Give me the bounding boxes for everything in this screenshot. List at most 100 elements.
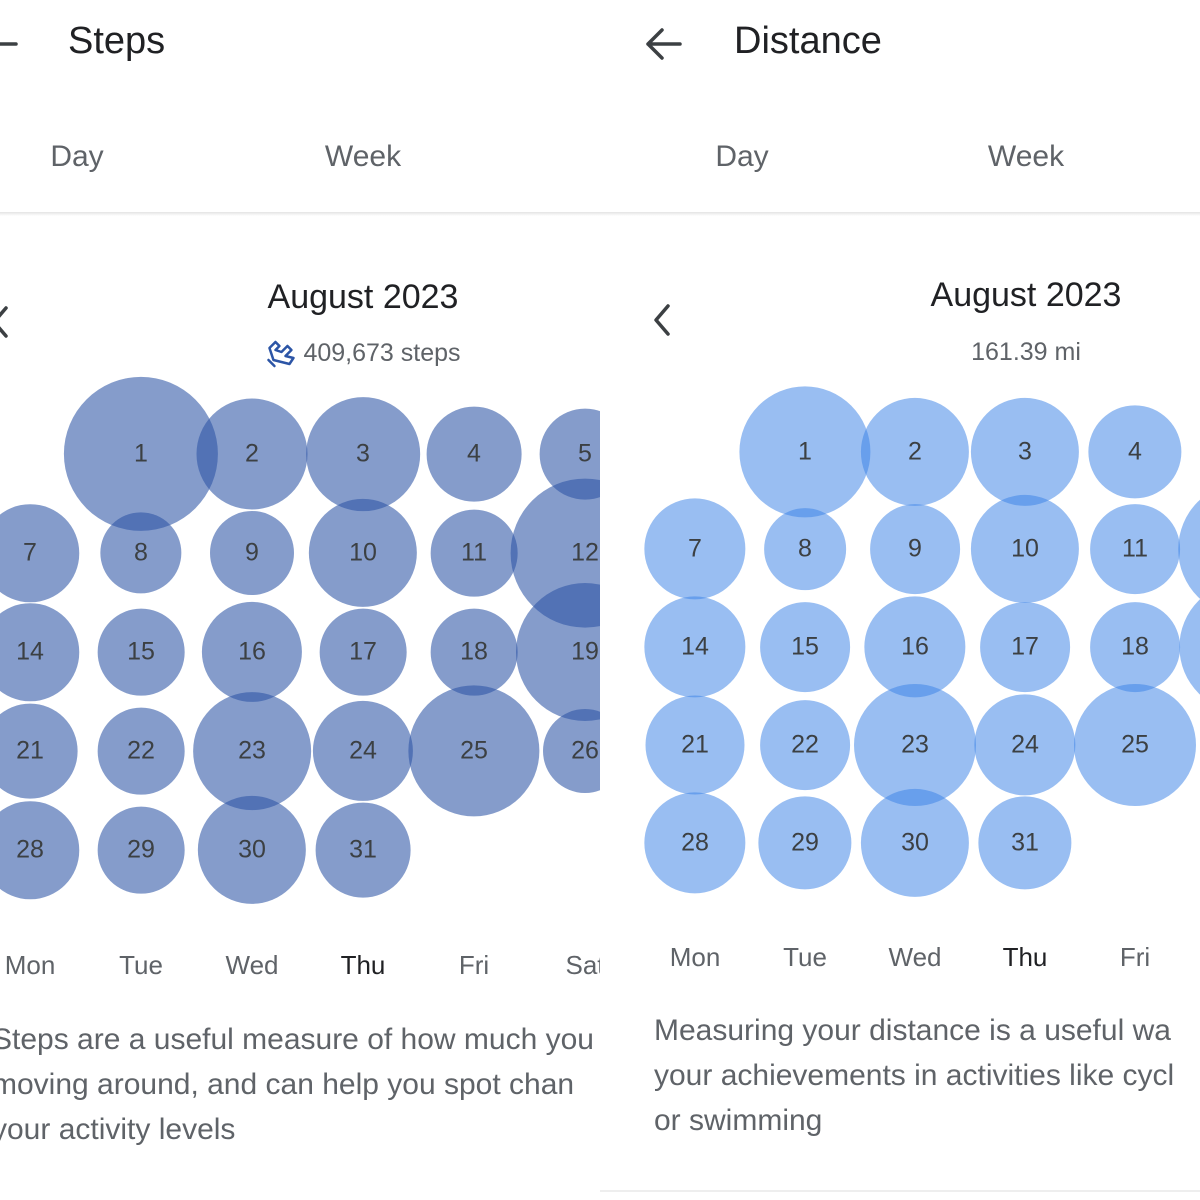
day-bubble[interactable] bbox=[1090, 602, 1180, 692]
day-bubble[interactable] bbox=[644, 498, 746, 600]
day-number: 16 bbox=[901, 632, 929, 661]
tab-bar-divider bbox=[600, 212, 1200, 216]
day-bubble[interactable] bbox=[312, 700, 414, 802]
day-number: 8 bbox=[798, 534, 812, 563]
day-number: 31 bbox=[1011, 828, 1039, 857]
day-number: 22 bbox=[127, 736, 155, 765]
day-number: 23 bbox=[238, 736, 266, 765]
day-number: 4 bbox=[1128, 437, 1142, 466]
day-bubble[interactable] bbox=[196, 398, 308, 510]
day-bubble[interactable] bbox=[760, 700, 850, 790]
day-bubble[interactable] bbox=[644, 792, 746, 894]
day-bubble[interactable] bbox=[97, 707, 185, 795]
day-number: 22 bbox=[791, 730, 819, 759]
tab-week[interactable]: Week bbox=[324, 140, 402, 173]
weekday-tue: Tue bbox=[119, 950, 163, 980]
day-bubble[interactable] bbox=[978, 796, 1072, 890]
weekday-sat: Sat bbox=[565, 950, 600, 980]
day-bubble[interactable] bbox=[760, 602, 850, 692]
day-number: 1 bbox=[798, 437, 812, 466]
day-bubble[interactable] bbox=[970, 397, 1080, 507]
day-bubble[interactable] bbox=[644, 596, 746, 698]
day-number: 7 bbox=[688, 534, 702, 563]
day-number: 3 bbox=[356, 439, 370, 468]
day-bubble[interactable] bbox=[315, 802, 411, 898]
day-number: 11 bbox=[461, 538, 487, 567]
tab-day[interactable]: Day bbox=[715, 140, 769, 173]
day-number: 18 bbox=[1121, 632, 1149, 661]
day-bubble[interactable] bbox=[319, 608, 407, 696]
month-title: August 2023 bbox=[267, 278, 459, 316]
summary-text: 161.39 mi bbox=[971, 338, 1081, 366]
day-bubble[interactable] bbox=[870, 504, 960, 594]
day-bubble[interactable] bbox=[1178, 482, 1200, 616]
day-bubble[interactable] bbox=[645, 695, 745, 795]
day-number: 24 bbox=[1011, 730, 1039, 759]
day-bubble[interactable] bbox=[197, 795, 307, 905]
day-bubble[interactable] bbox=[980, 602, 1070, 692]
day-number: 15 bbox=[127, 637, 155, 666]
weekday-thu: Thu bbox=[340, 950, 386, 980]
day-bubble[interactable] bbox=[306, 397, 420, 511]
tab-day[interactable]: Day bbox=[50, 140, 104, 173]
day-bubble[interactable] bbox=[430, 509, 518, 597]
weekday-tue: Tue bbox=[783, 942, 827, 972]
day-number: 18 bbox=[460, 637, 488, 666]
day-bubble[interactable] bbox=[0, 504, 79, 602]
day-bubble[interactable] bbox=[210, 511, 294, 595]
chevron-left-icon[interactable] bbox=[0, 302, 14, 342]
arrow-left-icon[interactable] bbox=[0, 26, 20, 62]
day-bubble[interactable] bbox=[193, 692, 311, 810]
day-bubble[interactable] bbox=[408, 685, 540, 817]
weekday-wed: Wed bbox=[888, 942, 942, 972]
day-number: 21 bbox=[16, 736, 44, 765]
weekday-wed: Wed bbox=[225, 950, 279, 980]
day-bubble[interactable] bbox=[1090, 504, 1180, 594]
day-bubble[interactable] bbox=[860, 397, 970, 507]
page-title: Distance bbox=[734, 20, 882, 62]
day-number: 12 bbox=[571, 538, 599, 567]
day-number: 2 bbox=[908, 437, 922, 466]
day-bubble[interactable] bbox=[974, 694, 1076, 796]
steps-panel: Steps Day Week August 2023 409,673 steps… bbox=[0, 20, 600, 1146]
day-number: 17 bbox=[349, 637, 377, 666]
day-bubble[interactable] bbox=[430, 608, 518, 696]
day-bubble[interactable] bbox=[97, 608, 185, 696]
day-bubble[interactable] bbox=[854, 684, 976, 806]
steps-summary: 409,673 steps bbox=[265, 338, 461, 368]
day-bubble[interactable] bbox=[100, 512, 182, 594]
day-bubble[interactable] bbox=[970, 494, 1080, 604]
day-number: 9 bbox=[908, 534, 922, 563]
chevron-left-icon[interactable] bbox=[648, 300, 676, 340]
day-bubble[interactable] bbox=[758, 796, 852, 890]
steps-description-line-1: Steps are a useful measure of how much y… bbox=[0, 1023, 594, 1056]
day-bubble[interactable] bbox=[1179, 581, 1200, 713]
day-bubble[interactable] bbox=[1088, 405, 1182, 499]
day-bubble[interactable] bbox=[860, 788, 970, 898]
day-number: 25 bbox=[1121, 730, 1149, 759]
day-bubble[interactable] bbox=[0, 603, 79, 701]
day-bubble[interactable] bbox=[0, 703, 78, 799]
day-bubble[interactable] bbox=[864, 596, 966, 698]
day-bubble[interactable] bbox=[97, 806, 185, 894]
day-number: 5 bbox=[578, 439, 592, 468]
day-number: 31 bbox=[349, 835, 377, 864]
day-bubble[interactable] bbox=[308, 498, 418, 608]
arrow-left-icon[interactable] bbox=[644, 26, 684, 62]
day-bubble[interactable] bbox=[764, 508, 846, 590]
day-number: 9 bbox=[245, 538, 259, 567]
distance-panel: Distance Day Week August 2023 161.39 mi … bbox=[600, 0, 1200, 1200]
weekday-fri: Fri bbox=[1119, 942, 1151, 972]
day-number: 30 bbox=[901, 828, 929, 857]
day-bubble[interactable] bbox=[63, 376, 219, 532]
day-bubble[interactable] bbox=[426, 406, 522, 502]
day-bubble[interactable] bbox=[0, 801, 79, 899]
tab-bar-divider bbox=[0, 212, 600, 216]
day-bubble[interactable] bbox=[1074, 684, 1196, 806]
day-bubble[interactable] bbox=[739, 386, 871, 518]
day-number: 21 bbox=[681, 730, 709, 759]
day-number: 15 bbox=[791, 632, 819, 661]
day-number: 29 bbox=[791, 828, 819, 857]
day-bubble[interactable] bbox=[201, 601, 303, 703]
tab-week[interactable]: Week bbox=[987, 140, 1065, 173]
